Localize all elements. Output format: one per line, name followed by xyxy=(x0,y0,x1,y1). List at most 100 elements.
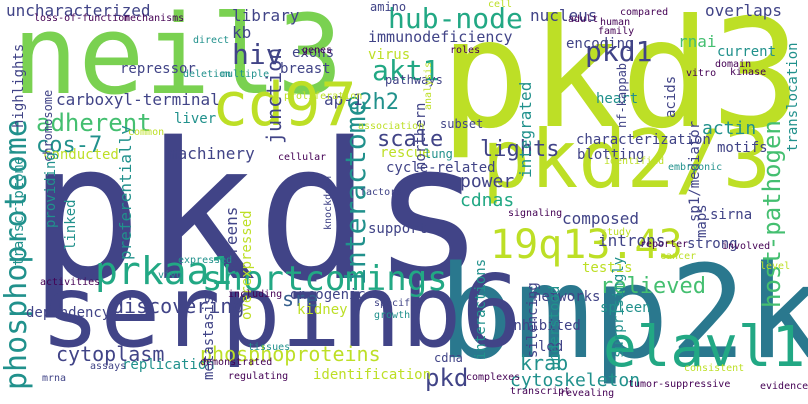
word-reporter: reporter xyxy=(640,239,689,250)
word-relieved: relieved xyxy=(600,274,706,299)
word-linked: linked xyxy=(63,199,79,250)
word-pkd3: pkd3 xyxy=(440,0,802,162)
word-providing: providing xyxy=(43,152,59,228)
word-factors: factors xyxy=(360,187,403,198)
word-exons: exons xyxy=(292,45,335,61)
word-acids: acids xyxy=(663,75,679,118)
word-bmp2k: bmp2k xyxy=(438,239,808,388)
word-roles: roles xyxy=(450,45,481,56)
word-overlaps: overlaps xyxy=(705,1,783,20)
word-including: including xyxy=(228,289,283,300)
word-cytoskeleton: cytoskeleton xyxy=(510,370,641,391)
word-subset: subset xyxy=(440,117,484,131)
word-cycle-related: cycle-related xyxy=(386,160,496,176)
word-elavl1: elavl1 xyxy=(603,315,806,380)
word-growth: growth xyxy=(374,310,411,321)
word-library: library xyxy=(232,6,300,25)
word-cancer: cancer xyxy=(660,251,697,262)
word-regulating: regulating xyxy=(228,371,289,382)
word-cdna: cdna xyxy=(434,351,463,365)
word-activities: activities xyxy=(40,277,101,288)
word-sre: sre xyxy=(282,287,319,311)
word-tissues: tissues xyxy=(248,342,291,353)
word-motifs: motifs xyxy=(717,140,768,156)
word-mrna: mrna xyxy=(42,373,67,384)
word-common: common xyxy=(128,127,165,138)
word-pkds: pkds xyxy=(28,102,486,323)
word-signaling: signaling xyxy=(508,208,563,219)
word-phosphoproteins: phosphoproteins xyxy=(200,342,381,366)
word-discovering: discovering xyxy=(112,294,245,318)
word-immunodeficiency: immunodeficiency xyxy=(368,28,513,46)
word-evidence: evidence xyxy=(760,381,808,392)
word-scale: scale xyxy=(377,127,444,152)
word-cd97: cd97 xyxy=(212,70,357,140)
word-northern: northern xyxy=(413,102,429,170)
word-cellular: cellular xyxy=(278,152,327,163)
word-conducted: conducted xyxy=(43,147,119,163)
word-proliferation: proliferation xyxy=(284,91,363,102)
word-blotting: blotting xyxy=(577,147,645,163)
word-krab: krab xyxy=(520,351,569,375)
word-machinery: machinery xyxy=(168,144,255,163)
word-lung: lung xyxy=(424,147,453,161)
word-ap-1: ap-1 xyxy=(324,90,363,109)
word-liver: liver xyxy=(174,111,217,127)
word-inhibited: inhibited xyxy=(505,318,581,334)
word-oncogenic: oncogenic xyxy=(290,287,366,303)
word-deletion: deletion xyxy=(183,69,232,80)
word-vivo: vivo xyxy=(158,270,183,281)
word-rescue: rescue xyxy=(380,145,431,161)
word-current: current xyxy=(717,44,777,60)
word-loss-of-function: loss-of-function xyxy=(34,13,131,24)
word-identified: identified xyxy=(604,156,665,167)
word-integrated: integrated xyxy=(516,81,535,178)
word-breast: breast xyxy=(280,61,331,77)
word-carboxyl-terminal: carboxyl-terminal xyxy=(56,90,220,109)
word-rnai: rnai xyxy=(678,32,717,51)
word-transcriptome: transcriptome xyxy=(11,156,27,266)
word-study: study xyxy=(601,227,632,238)
word-virus: virus xyxy=(368,47,411,63)
word-cell: cell xyxy=(488,0,513,10)
word-cdnas: cdnas xyxy=(460,190,515,211)
word-adherent: adherent xyxy=(36,109,152,137)
word-interactions: interactions xyxy=(473,258,489,360)
word-revealing: revealing xyxy=(560,388,615,399)
word-family: family xyxy=(598,26,635,37)
word-uncharacterized: uncharacterized xyxy=(6,1,151,20)
word-genes: genes xyxy=(302,45,333,56)
word-hub-node: hub-node xyxy=(388,2,523,35)
word-led: led xyxy=(538,339,564,355)
word-compared: compared xyxy=(620,7,669,18)
word-composed: composed xyxy=(562,209,640,228)
word-direct: direct xyxy=(193,35,230,46)
word-19q13-43: 19q13.43 xyxy=(490,222,683,268)
word-understood: understood xyxy=(547,285,563,370)
word-dependency: dependency xyxy=(26,305,111,321)
word-highlights: highlights xyxy=(11,43,27,128)
word-lights: lights xyxy=(480,137,560,162)
word-encoding: encoding xyxy=(566,36,634,52)
word-knockdown: knockdown xyxy=(323,175,334,230)
word-pathways: pathways xyxy=(385,73,443,87)
word-consistent: consistent xyxy=(684,363,745,374)
word-pkd: pkd xyxy=(425,364,469,392)
word-akt1: akt1 xyxy=(372,54,440,87)
word-replication: replication xyxy=(122,357,215,373)
word-domain: domain xyxy=(715,59,752,70)
word-kinase: kinase xyxy=(730,67,767,78)
word-overexpressed: overexpressed xyxy=(239,210,255,320)
word-repressor: repressor xyxy=(120,61,196,77)
word-spleen: spleen xyxy=(600,300,651,316)
word-tumor-suppressive: tumor-suppressive xyxy=(628,379,731,390)
word-level: level xyxy=(760,261,791,272)
word-actin: actin xyxy=(702,118,757,139)
word-c2h2: c2h2 xyxy=(346,90,399,115)
word-shortcomings: shortcomings xyxy=(202,259,448,299)
word-neil3: neil3 xyxy=(12,0,344,119)
word-vitro: vitro xyxy=(686,68,717,79)
word-cos-7: cos-7 xyxy=(36,133,103,158)
word-demonstrated: demonstrated xyxy=(200,357,273,368)
